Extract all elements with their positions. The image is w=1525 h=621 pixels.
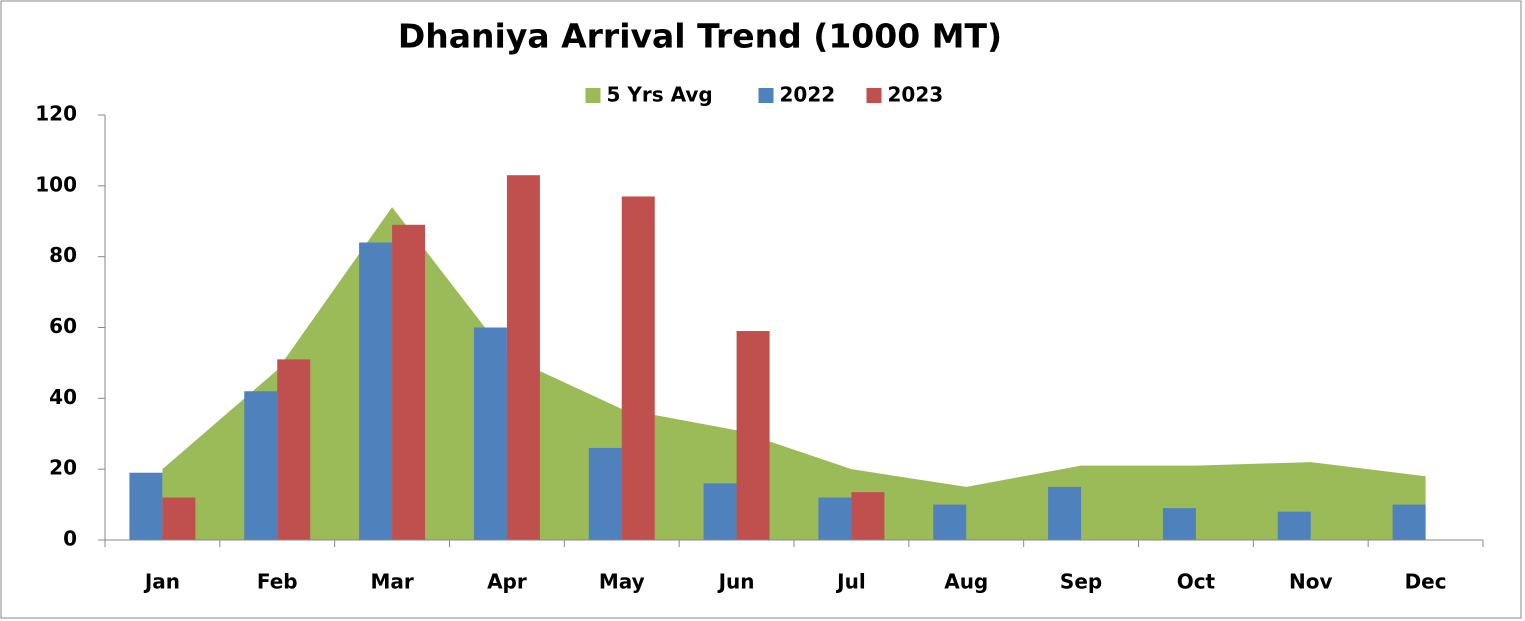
x-tick-label: Jun [717,570,755,594]
y-tick-label: 60 [49,314,77,338]
y-tick-label: 0 [63,527,77,551]
legend-swatch [585,88,601,103]
bar [1162,508,1196,540]
x-tick-label: Mar [370,570,413,594]
legend-swatch [758,88,774,103]
bar [1392,504,1426,540]
bar [359,242,393,540]
x-tick-label: Dec [1405,570,1447,594]
x-tick-label: Oct [1177,570,1216,594]
bar [703,483,737,540]
bar [588,447,622,540]
x-tick-label: Feb [257,570,298,594]
y-tick-label: 80 [49,243,77,267]
y-tick-label: 100 [35,172,77,196]
bar [1277,511,1311,540]
bar [277,359,311,540]
x-tick-label: Jan [143,570,180,594]
x-tick-label: Sep [1060,570,1102,594]
bar [473,327,507,540]
bar [392,224,426,540]
legend-label: 2023 [888,83,944,107]
x-tick-label: Nov [1289,570,1333,594]
bar [506,175,540,541]
x-tick-label: May [599,570,645,594]
legend-swatch [866,88,882,103]
bar [933,504,967,540]
x-tick-label: Apr [487,570,527,594]
bar [851,492,885,540]
y-tick-label: 120 [35,102,77,126]
bar [621,196,655,541]
bar [1048,486,1082,540]
legend-label: 2022 [780,83,836,107]
bar [129,472,163,540]
bar [818,497,852,540]
legend-label: 5 Yrs Avg [607,83,713,107]
x-tick-label: Aug [944,570,988,594]
bar [736,331,770,540]
chart-title: Dhaniya Arrival Trend (1000 MT) [398,17,1002,56]
x-tick-label: Jul [835,570,866,594]
bar [244,391,278,540]
y-tick-label: 40 [49,385,77,409]
y-tick-label: 20 [49,456,77,480]
bar [162,497,196,540]
